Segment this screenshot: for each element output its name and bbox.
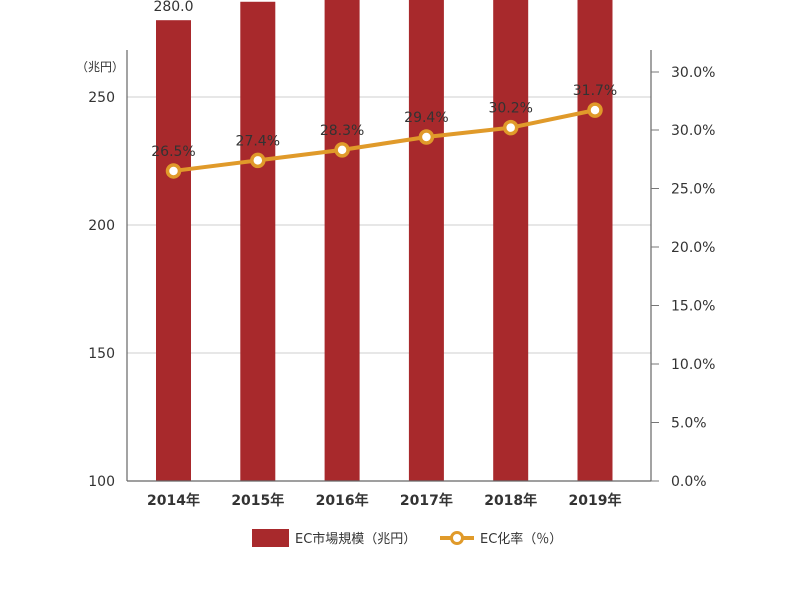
right-tick-label: 30.0% xyxy=(671,123,715,139)
line-series xyxy=(168,104,602,177)
right-tick-label: 15.0% xyxy=(671,299,715,315)
legend-bar-label: EC市場規模（兆円） xyxy=(295,531,416,547)
right-tick-label: 10.0% xyxy=(671,357,715,373)
bar xyxy=(240,2,275,481)
left-axis-unit-label: （兆円） xyxy=(76,60,124,74)
line-value-label: 31.7% xyxy=(573,83,617,99)
right-axis-ticks: 0.0% 5.0% 10.0% 15.0% 20.0% 25.0% 30.0% 30.0% xyxy=(651,65,715,490)
x-tick-label: 2015年 xyxy=(231,492,284,509)
right-tick-label: 5.0% xyxy=(671,416,707,432)
bar xyxy=(156,20,191,481)
right-tick-label: 0.0% xyxy=(671,474,707,490)
x-tick-label: 2018年 xyxy=(484,492,537,509)
bar xyxy=(493,0,528,481)
bar-series xyxy=(156,0,613,481)
line-value-label: 28.3% xyxy=(320,123,364,139)
left-tick-label: 100 xyxy=(88,474,115,490)
x-axis-labels: 2014年 2015年 2016年 2017年 2018年 2019年 xyxy=(147,492,621,509)
bar-value-label: 280.0 xyxy=(153,0,193,15)
right-tick-label: 20.0% xyxy=(671,240,715,256)
line-point xyxy=(168,165,180,177)
line-point xyxy=(505,122,517,134)
line-point xyxy=(589,104,601,116)
left-tick-label: 250 xyxy=(88,90,115,106)
line-value-label: 26.5% xyxy=(151,144,195,160)
line-point xyxy=(420,131,432,143)
x-tick-label: 2019年 xyxy=(569,492,622,509)
line-point xyxy=(252,154,264,166)
bar xyxy=(578,0,613,481)
bar-value-labels: 280.0287.2290.9318.2344.2354.0 xyxy=(153,0,615,15)
legend-line-marker xyxy=(452,533,463,544)
legend: EC市場規模（兆円） EC化率（％） xyxy=(252,529,562,547)
left-tick-label: 200 xyxy=(88,218,115,234)
right-tick-label: 25.0% xyxy=(671,182,715,198)
x-tick-label: 2014年 xyxy=(147,492,200,509)
right-tick-label: 30.0% xyxy=(671,65,715,81)
line-value-label: 29.4% xyxy=(404,110,448,126)
left-tick-label: 150 xyxy=(88,346,115,362)
gridlines xyxy=(127,0,651,481)
legend-line-label: EC化率（％） xyxy=(480,531,562,547)
bar xyxy=(325,0,360,481)
legend-bar-swatch xyxy=(252,529,289,547)
x-tick-label: 2016年 xyxy=(316,492,369,509)
x-tick-label: 2017年 xyxy=(400,492,453,509)
line-value-label: 27.4% xyxy=(236,133,280,149)
bar xyxy=(409,0,444,481)
line-point xyxy=(336,144,348,156)
line-value-label: 30.2% xyxy=(488,101,532,117)
